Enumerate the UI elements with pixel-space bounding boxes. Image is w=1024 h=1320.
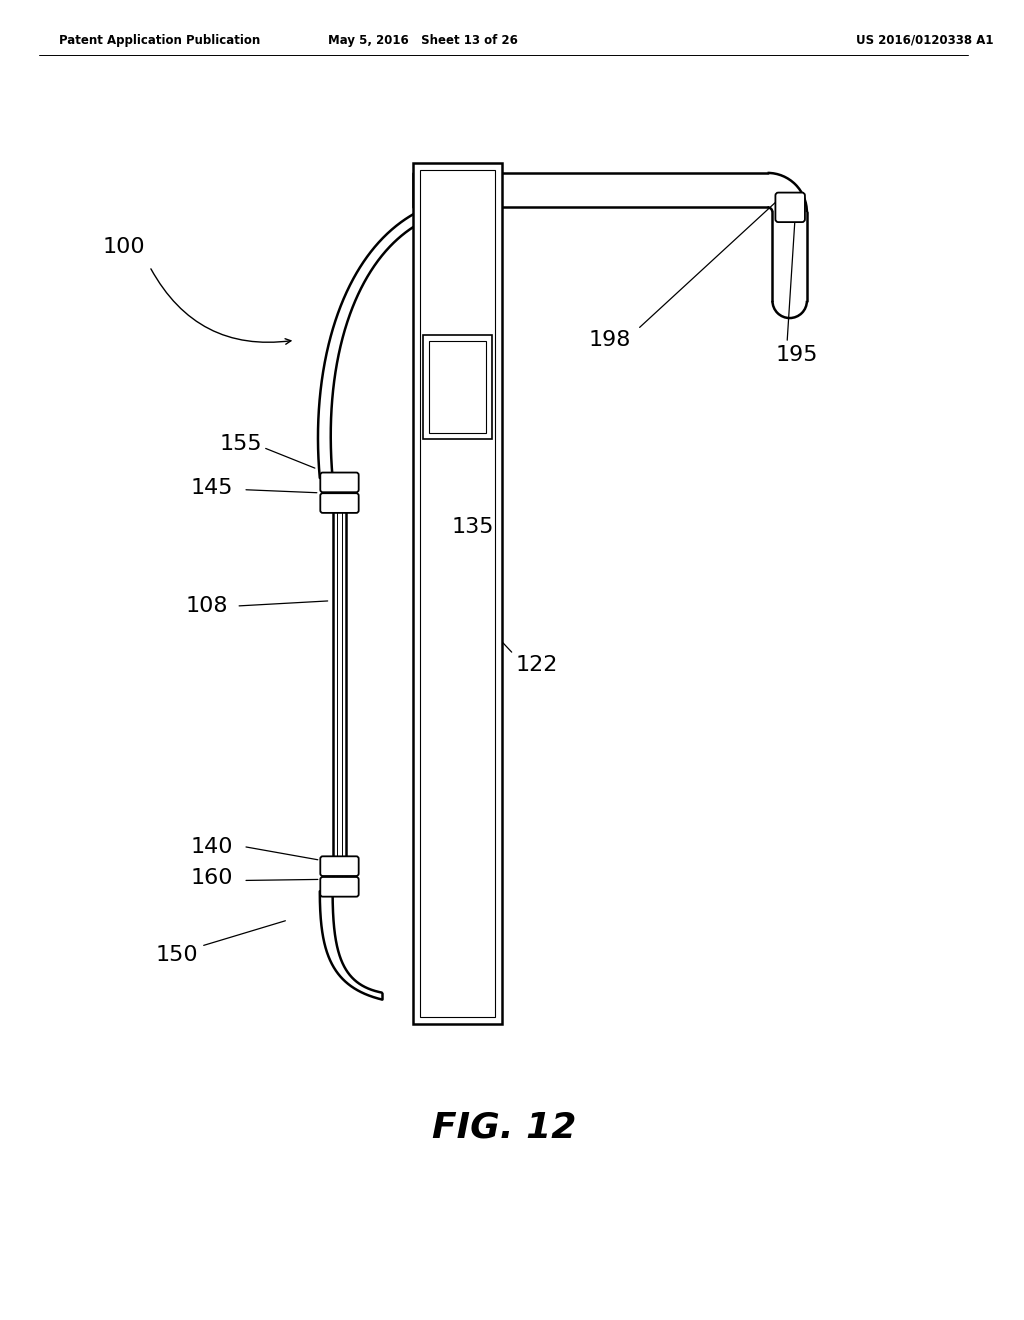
Text: May 5, 2016   Sheet 13 of 26: May 5, 2016 Sheet 13 of 26 [329,33,518,46]
Text: 195: 195 [776,345,818,364]
Bar [420,170,495,1018]
FancyBboxPatch shape [321,494,358,513]
Text: 108: 108 [185,595,228,616]
Bar [429,341,486,433]
Text: FIG. 12: FIG. 12 [432,1110,577,1144]
FancyBboxPatch shape [321,473,358,492]
Text: 140: 140 [190,837,232,857]
Bar [423,335,492,438]
Text: 155: 155 [220,433,262,454]
Text: 100: 100 [103,236,145,256]
FancyBboxPatch shape [321,876,358,896]
FancyBboxPatch shape [321,857,358,876]
Text: 198: 198 [589,330,631,350]
Text: Patent Application Publication: Patent Application Publication [59,33,260,46]
Text: 122: 122 [515,655,557,675]
Text: US 2016/0120338 A1: US 2016/0120338 A1 [856,33,993,46]
Text: 160: 160 [190,869,232,888]
Bar [414,164,502,1024]
Text: 135: 135 [452,517,494,537]
Text: 145: 145 [190,478,232,498]
FancyBboxPatch shape [775,193,805,222]
FancyArrowPatch shape [151,269,291,345]
Text: 150: 150 [156,945,199,965]
